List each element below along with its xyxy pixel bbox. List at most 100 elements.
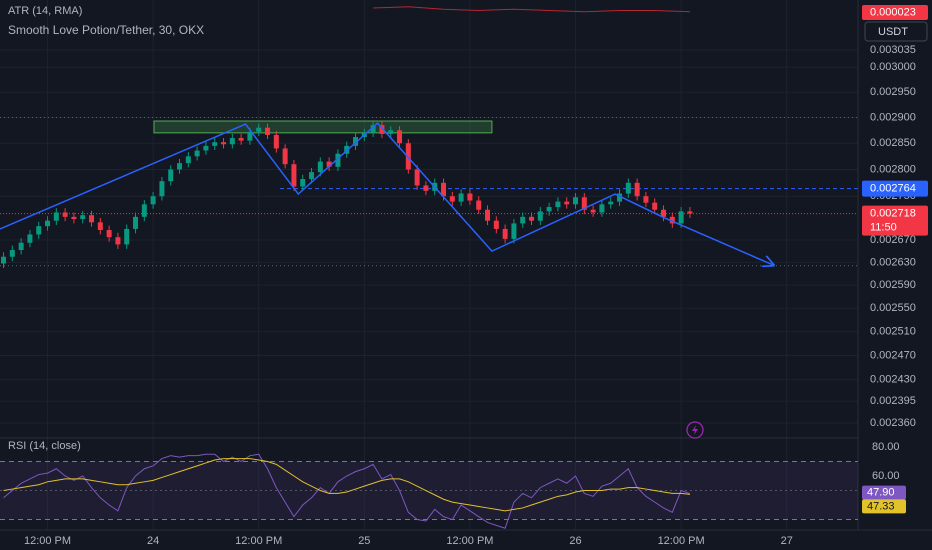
candle-body — [520, 216, 526, 224]
time-tick-label: 12:00 PM — [658, 535, 705, 547]
price-tick-label: 0.002510 — [870, 326, 916, 338]
price-tick-label: 0.002950 — [870, 86, 916, 98]
candle-body — [599, 204, 605, 213]
candle-body — [221, 142, 227, 145]
candle-body — [159, 181, 165, 197]
candle-body — [625, 182, 631, 194]
candle-body — [256, 127, 262, 132]
time-tick-label: 12:00 PM — [446, 535, 493, 547]
price-tick-label: 0.003035 — [870, 44, 916, 56]
candle-body — [353, 137, 359, 146]
candle-body — [133, 216, 139, 229]
candle-body — [168, 169, 174, 182]
candle-body — [62, 212, 68, 217]
candle-body — [18, 242, 24, 251]
candle-body — [405, 143, 411, 170]
candle-body — [687, 211, 693, 214]
candle-body — [458, 193, 464, 202]
candle-body — [493, 220, 499, 229]
candle-body — [652, 202, 658, 210]
candle-body — [581, 197, 587, 210]
candle-body — [502, 228, 508, 239]
candle-body — [291, 164, 297, 187]
candle-body — [661, 209, 667, 217]
time-tick-label: 12:00 PM — [235, 535, 282, 547]
candle-body — [1, 256, 7, 264]
candle-body — [669, 216, 675, 224]
candle-body — [150, 196, 156, 205]
candle-body — [467, 193, 473, 201]
candle-body — [634, 182, 640, 197]
candle-body — [643, 196, 649, 203]
rsi-band — [0, 461, 858, 520]
price-tick-label: 0.002630 — [870, 256, 916, 268]
candle-body — [212, 142, 218, 146]
candle-body — [617, 193, 623, 202]
candle-body — [273, 134, 279, 149]
price-tick-label: 0.002590 — [870, 279, 916, 291]
candle-body — [80, 215, 86, 220]
pattern-drawing — [0, 122, 774, 265]
candle-body — [546, 207, 552, 212]
candle-body — [476, 200, 482, 210]
candle-body — [678, 211, 684, 224]
currency-button[interactable] — [864, 21, 928, 42]
rsi-line — [3, 453, 691, 529]
currency-label[interactable]: USDT — [878, 26, 908, 38]
candle-body — [27, 234, 33, 243]
candle-body — [282, 148, 288, 165]
candle-body — [300, 179, 306, 187]
atr-value-box — [862, 5, 928, 20]
candle-body — [370, 125, 376, 133]
candle-body — [247, 131, 253, 141]
candle-body — [89, 215, 95, 223]
last-price-label: 0.002718 — [870, 207, 916, 219]
candle-body — [529, 216, 535, 221]
candle-body — [537, 211, 543, 221]
candle-body — [564, 201, 570, 205]
candle-body — [449, 196, 455, 202]
price-tick-label: 0.002470 — [870, 349, 916, 361]
rsi-tick-label: 80.00 — [872, 441, 900, 453]
candle-body — [115, 237, 121, 245]
price-tick-label: 0.002900 — [870, 111, 916, 123]
candle-body — [423, 185, 429, 191]
candle-body — [397, 130, 403, 144]
candle-body — [335, 153, 341, 167]
candle-body — [590, 209, 596, 213]
time-tick-label: 27 — [781, 535, 793, 547]
time-tick-label: 25 — [358, 535, 370, 547]
symbol-title[interactable]: Smooth Love Potion/Tether, 30, OKX — [8, 23, 204, 37]
rsi-tick-label: 60.00 — [872, 470, 900, 482]
atr-title[interactable]: ATR (14, RMA) — [8, 5, 82, 17]
candle-body — [441, 182, 447, 197]
rsi-value-label: 47.90 — [867, 486, 895, 498]
candle-body — [194, 150, 200, 157]
time-tick-label: 12:00 PM — [24, 535, 71, 547]
price-tick-label: 0.002550 — [870, 302, 916, 314]
candle-body — [511, 223, 517, 239]
countdown-label: 11:50 — [870, 221, 897, 233]
candle-body — [238, 138, 244, 141]
candle-body — [124, 228, 130, 245]
candle-body — [9, 250, 15, 257]
candle-body — [177, 163, 183, 170]
candle-body — [326, 161, 332, 167]
rsi-value-box — [862, 499, 906, 514]
candle-body — [388, 130, 394, 134]
alert-icon[interactable] — [686, 421, 704, 439]
atr-line — [373, 6, 690, 13]
candle-body — [379, 125, 385, 134]
candle-body — [203, 145, 209, 151]
candle-body — [45, 220, 51, 227]
rsi-value-label: 47.33 — [867, 500, 895, 512]
candle-body — [141, 204, 147, 217]
candle-body — [185, 156, 191, 164]
candle-body — [265, 127, 271, 135]
price-tick-label: 0.002395 — [870, 395, 916, 407]
time-tick-label: 24 — [147, 535, 159, 547]
price-tick-label: 0.002800 — [870, 163, 916, 175]
candle-body — [53, 212, 59, 221]
rsi-title[interactable]: RSI (14, close) — [8, 440, 81, 452]
candle-body — [555, 201, 561, 208]
